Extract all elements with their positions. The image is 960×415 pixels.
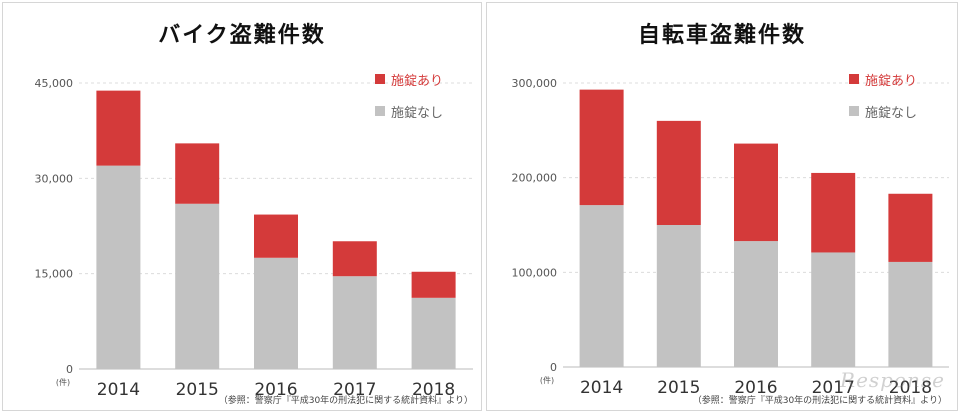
y-tick-label: 15,000: [35, 268, 74, 281]
source-note: （参照：警察庁『平成30年の刑法犯に関する統計資料』より）: [218, 396, 473, 406]
legend-item-unlocked: 施錠なし: [849, 101, 917, 121]
legend: 施錠あり 施錠なし: [375, 69, 443, 133]
x-tick-label: 2016: [734, 378, 777, 398]
y-tick-label: 30,000: [35, 172, 74, 185]
legend-swatch-unlocked: [375, 106, 385, 116]
chart-title: バイク盗難件数: [158, 23, 326, 48]
x-tick-label: 2015: [176, 380, 219, 400]
y-tick-label: 0: [550, 361, 557, 374]
bar-segment-locked: [96, 90, 141, 166]
legend-swatch-locked: [375, 74, 385, 84]
legend-label-locked: 施錠あり: [391, 73, 444, 89]
legend-label-locked: 施錠あり: [865, 73, 918, 89]
bar-segment-locked: [656, 120, 701, 225]
bar-segment-locked: [411, 271, 456, 298]
bar-segment-locked: [175, 143, 220, 204]
y-tick-label: 300,000: [512, 77, 558, 90]
legend-item-locked: 施錠あり: [375, 69, 443, 89]
bicycle-theft-chart: 0 100,000 200,000 300,000 (件) 2014 2015 2016 201…: [512, 77, 949, 398]
y-tick-label: 200,000: [512, 172, 558, 185]
bar-segment-unlocked: [411, 297, 456, 369]
x-tick-label: 2017: [333, 380, 376, 400]
source-note: （参照：警察庁『平成30年の刑法犯に関する統計資料』より）: [692, 396, 947, 406]
x-tick-label: 2014: [580, 378, 623, 398]
chart-title: 自転車盗難件数: [637, 23, 806, 48]
bar-segment-locked: [888, 193, 933, 262]
bar-segment-unlocked: [656, 225, 701, 367]
legend-label-unlocked: 施錠なし: [391, 105, 444, 121]
bar-segment-locked: [579, 89, 624, 206]
y-tick-label: 100,000: [512, 266, 558, 279]
bar-segment-locked: [254, 214, 298, 258]
motorcycle-theft-panel: バイク盗難件数 0 15,000 30,000 45,000 (件) 2014 2015 20…: [2, 2, 482, 411]
watermark-logo: Response: [840, 368, 945, 392]
bar-segment-unlocked: [96, 165, 141, 369]
legend: 施錠あり 施錠なし: [849, 69, 917, 133]
x-tick-label: 2018: [412, 380, 455, 400]
y-tick-label: 0: [66, 363, 73, 376]
bar-segment-locked: [332, 241, 377, 277]
bar-segment-locked: [734, 143, 778, 242]
bar-segment-unlocked: [332, 276, 377, 369]
x-tick-label: 2016: [254, 380, 297, 400]
bicycle-theft-panel: 自転車盗難件数 0 100,000 200,000 300,000 (件) 2014 201…: [486, 2, 958, 411]
legend-item-unlocked: 施錠なし: [375, 101, 443, 121]
x-tick-label: 2014: [97, 380, 140, 400]
legend-swatch-locked: [849, 74, 859, 84]
legend-item-locked: 施錠あり: [849, 69, 917, 89]
bar-segment-locked: [811, 172, 856, 253]
bar-segment-unlocked: [734, 241, 778, 367]
motorcycle-theft-chart: 0 15,000 30,000 45,000 (件) 2014 2015 2016 2017 20…: [35, 77, 473, 400]
unit-label: (件): [56, 377, 70, 387]
bar-segment-unlocked: [175, 203, 220, 369]
bar-segment-unlocked: [579, 205, 624, 367]
x-tick-label: 2015: [657, 378, 700, 398]
bar-segment-unlocked: [811, 252, 856, 367]
bar-segment-unlocked: [254, 257, 298, 369]
x-tick-label: 2017: [812, 378, 855, 398]
legend-swatch-unlocked: [849, 106, 859, 116]
unit-label: (件): [540, 375, 554, 385]
bar-segment-unlocked: [888, 261, 933, 367]
x-tick-label: 2018: [889, 378, 932, 398]
y-tick-label: 45,000: [35, 77, 74, 90]
legend-label-unlocked: 施錠なし: [865, 105, 918, 121]
